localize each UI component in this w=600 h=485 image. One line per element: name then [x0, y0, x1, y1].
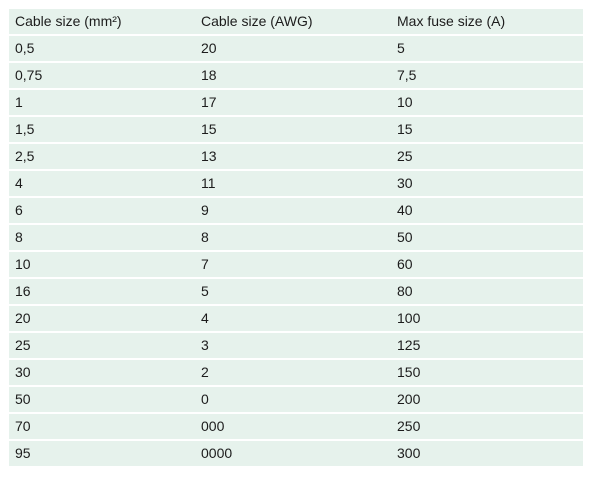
cell-cable-size-awg: 11 — [195, 171, 391, 196]
cell-cable-size-awg: 18 — [195, 63, 391, 88]
table-row: 1,5 15 15 — [9, 117, 583, 142]
cell-max-fuse-size: 40 — [391, 198, 583, 223]
cell-cable-size-mm2: 1 — [9, 90, 195, 115]
cell-cable-size-mm2: 95 — [9, 441, 195, 466]
table-row: 16 5 80 — [9, 279, 583, 304]
table-row: 4 11 30 — [9, 171, 583, 196]
table-row: 20 4 100 — [9, 306, 583, 331]
cell-cable-size-mm2: 30 — [9, 360, 195, 385]
cell-cable-size-awg: 4 — [195, 306, 391, 331]
cell-cable-size-mm2: 0,75 — [9, 63, 195, 88]
cell-max-fuse-size: 60 — [391, 252, 583, 277]
header-row: Cable size (mm²) Cable size (AWG) Max fu… — [9, 9, 583, 34]
cell-max-fuse-size: 300 — [391, 441, 583, 466]
cell-cable-size-mm2: 25 — [9, 333, 195, 358]
cell-cable-size-awg: 3 — [195, 333, 391, 358]
table-row: 8 8 50 — [9, 225, 583, 250]
cell-cable-size-mm2: 1,5 — [9, 117, 195, 142]
cell-cable-size-mm2: 50 — [9, 387, 195, 412]
header-max-fuse-size: Max fuse size (A) — [391, 9, 583, 34]
cable-fuse-table: Cable size (mm²) Cable size (AWG) Max fu… — [9, 7, 583, 468]
cell-max-fuse-size: 15 — [391, 117, 583, 142]
cell-cable-size-awg: 0000 — [195, 441, 391, 466]
cell-max-fuse-size: 7,5 — [391, 63, 583, 88]
cell-max-fuse-size: 250 — [391, 414, 583, 439]
table-header: Cable size (mm²) Cable size (AWG) Max fu… — [9, 9, 583, 34]
cell-cable-size-mm2: 6 — [9, 198, 195, 223]
table-row: 10 7 60 — [9, 252, 583, 277]
table-row: 0,5 20 5 — [9, 36, 583, 61]
cell-cable-size-awg: 13 — [195, 144, 391, 169]
cell-cable-size-awg: 20 — [195, 36, 391, 61]
cell-max-fuse-size: 10 — [391, 90, 583, 115]
cell-max-fuse-size: 125 — [391, 333, 583, 358]
cell-cable-size-mm2: 70 — [9, 414, 195, 439]
cell-cable-size-awg: 8 — [195, 225, 391, 250]
table-row: 70 000 250 — [9, 414, 583, 439]
cell-max-fuse-size: 200 — [391, 387, 583, 412]
cell-max-fuse-size: 100 — [391, 306, 583, 331]
cell-cable-size-awg: 2 — [195, 360, 391, 385]
cell-cable-size-awg: 17 — [195, 90, 391, 115]
table-row: 25 3 125 — [9, 333, 583, 358]
cell-cable-size-mm2: 10 — [9, 252, 195, 277]
cell-cable-size-awg: 7 — [195, 252, 391, 277]
table-body: 0,5 20 5 0,75 18 7,5 1 17 10 1,5 15 15 2,5 13 25 4 11 30 6… — [9, 36, 583, 466]
table-row: 50 0 200 — [9, 387, 583, 412]
header-cable-size-mm2: Cable size (mm²) — [9, 9, 195, 34]
header-cable-size-awg: Cable size (AWG) — [195, 9, 391, 34]
cell-cable-size-mm2: 2,5 — [9, 144, 195, 169]
cell-max-fuse-size: 80 — [391, 279, 583, 304]
table-row: 1 17 10 — [9, 90, 583, 115]
cell-cable-size-awg: 9 — [195, 198, 391, 223]
cell-cable-size-awg: 000 — [195, 414, 391, 439]
table-row: 6 9 40 — [9, 198, 583, 223]
table-row: 95 0000 300 — [9, 441, 583, 466]
cable-fuse-table-container: Cable size (mm²) Cable size (AWG) Max fu… — [9, 7, 583, 468]
table-row: 0,75 18 7,5 — [9, 63, 583, 88]
cell-cable-size-mm2: 16 — [9, 279, 195, 304]
cell-cable-size-mm2: 20 — [9, 306, 195, 331]
table-row: 2,5 13 25 — [9, 144, 583, 169]
cell-max-fuse-size: 30 — [391, 171, 583, 196]
cell-cable-size-awg: 5 — [195, 279, 391, 304]
cell-cable-size-awg: 15 — [195, 117, 391, 142]
cell-cable-size-mm2: 4 — [9, 171, 195, 196]
cell-max-fuse-size: 25 — [391, 144, 583, 169]
cell-cable-size-awg: 0 — [195, 387, 391, 412]
cell-max-fuse-size: 150 — [391, 360, 583, 385]
cell-cable-size-mm2: 0,5 — [9, 36, 195, 61]
cell-max-fuse-size: 5 — [391, 36, 583, 61]
cell-cable-size-mm2: 8 — [9, 225, 195, 250]
table-row: 30 2 150 — [9, 360, 583, 385]
cell-max-fuse-size: 50 — [391, 225, 583, 250]
